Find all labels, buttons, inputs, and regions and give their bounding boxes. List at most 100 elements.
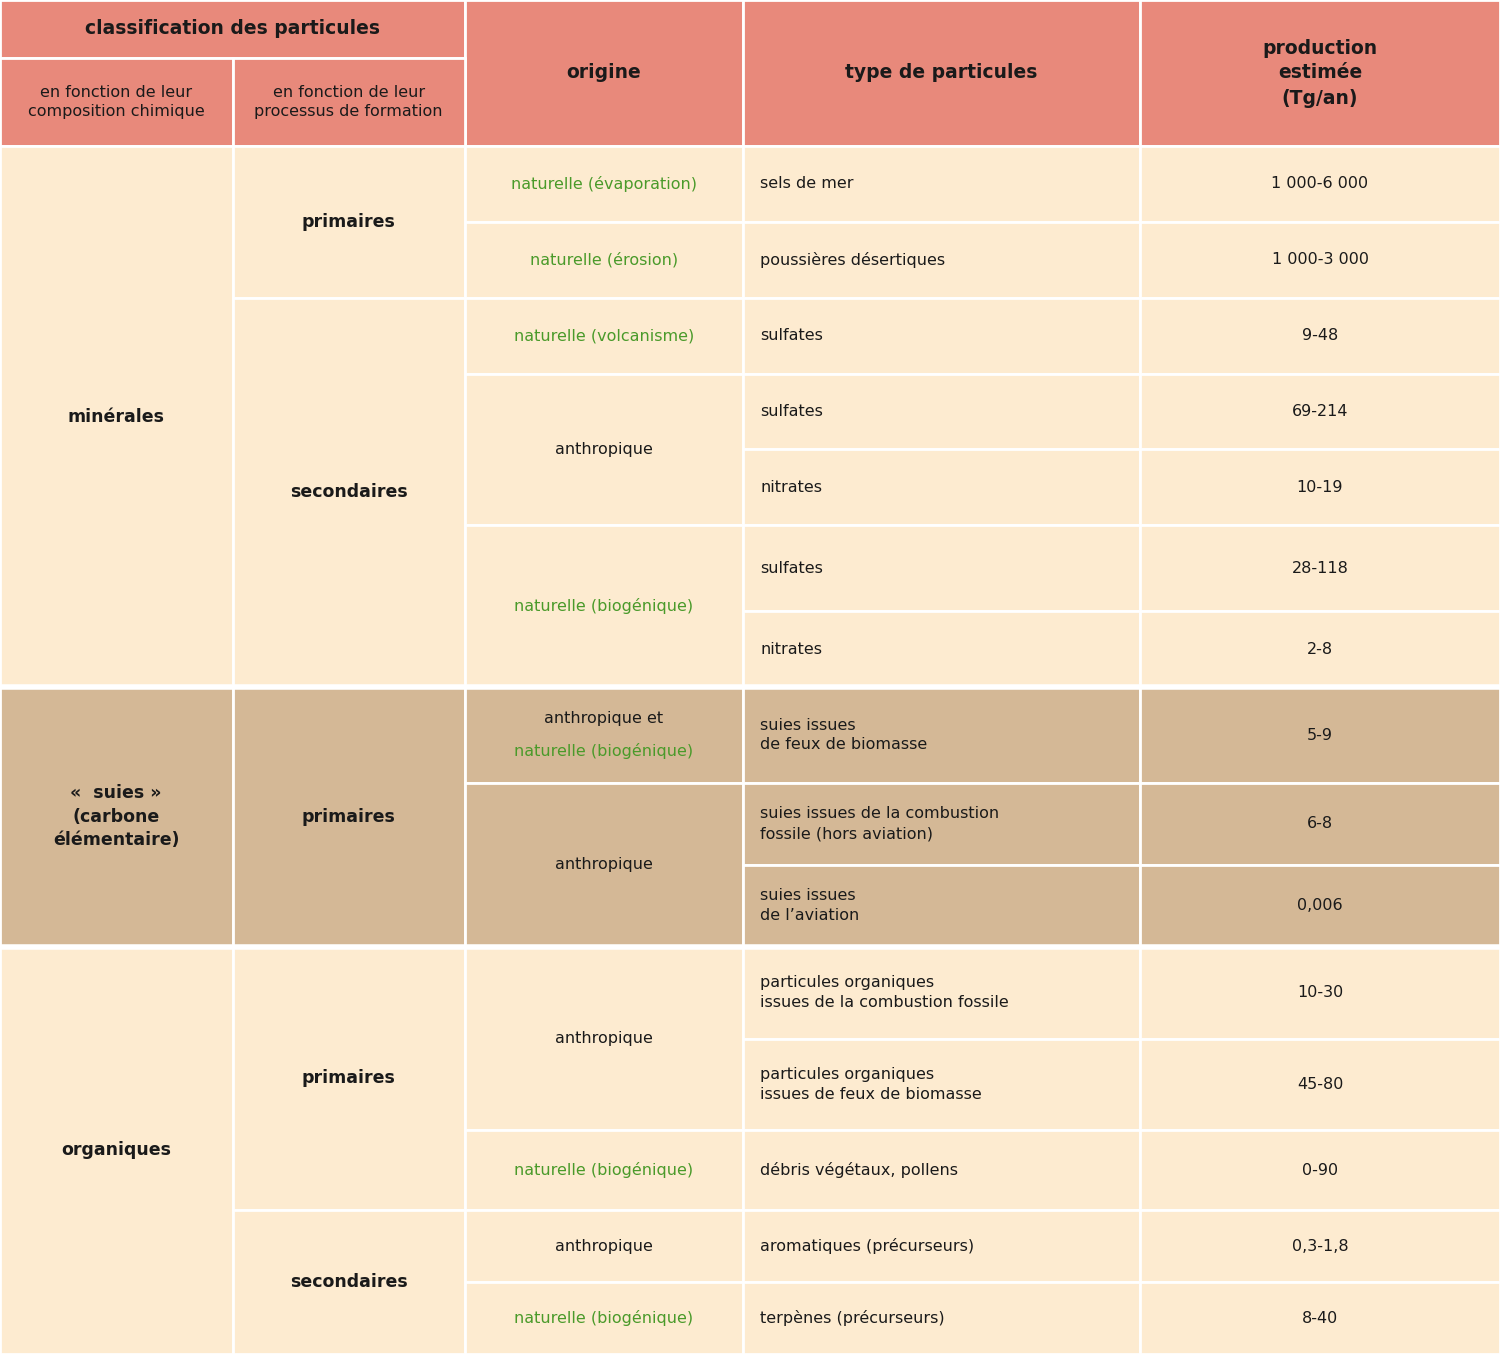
Text: 10-19: 10-19 (1296, 479, 1344, 496)
Text: 8-40: 8-40 (1302, 1311, 1338, 1326)
Text: en fonction de leur
composition chimique: en fonction de leur composition chimique (28, 84, 204, 119)
Text: débris végétaux, pollens: débris végétaux, pollens (760, 1162, 958, 1178)
Text: «  suies »
(carbone
élémentaire): « suies » (carbone élémentaire) (53, 784, 180, 849)
Bar (0, 0, 465, 58)
Bar (742, 611, 1140, 686)
Text: en fonction de leur
processus de formation: en fonction de leur processus de formati… (255, 84, 442, 119)
Bar (0, 146, 232, 686)
Text: 0,006: 0,006 (1298, 898, 1342, 913)
Bar (742, 865, 1140, 946)
Bar (465, 146, 742, 222)
Text: aromatiques (précurseurs): aromatiques (précurseurs) (760, 1238, 975, 1254)
Bar (465, 686, 742, 783)
Bar (1140, 1282, 1500, 1354)
Text: primaires: primaires (302, 808, 396, 826)
Bar (742, 1282, 1140, 1354)
Text: minérales: minérales (68, 408, 165, 425)
Text: 1 000-3 000: 1 000-3 000 (1272, 252, 1368, 267)
Text: 69-214: 69-214 (1292, 403, 1348, 418)
Text: sels de mer: sels de mer (760, 176, 853, 191)
Text: secondaires: secondaires (290, 1273, 408, 1292)
Bar (232, 298, 465, 686)
Bar (0, 946, 232, 1354)
Text: sulfates: sulfates (760, 403, 824, 418)
Text: 1 000-6 000: 1 000-6 000 (1272, 176, 1368, 191)
Bar (232, 58, 465, 146)
Text: classification des particules: classification des particules (86, 19, 380, 38)
Text: sulfates: sulfates (760, 561, 824, 575)
Text: naturelle (biogénique): naturelle (biogénique) (514, 598, 693, 615)
Text: anthropique et: anthropique et (544, 711, 663, 726)
Text: naturelle (biogénique): naturelle (biogénique) (514, 1311, 693, 1326)
Text: 5-9: 5-9 (1306, 727, 1334, 742)
Text: particules organiques
issues de la combustion fossile: particules organiques issues de la combu… (760, 975, 1010, 1010)
Text: naturelle (érosion): naturelle (érosion) (530, 252, 678, 268)
Bar (1140, 686, 1500, 783)
Bar (465, 946, 742, 1131)
Bar (232, 686, 465, 946)
Bar (742, 946, 1140, 1039)
Bar (1140, 783, 1500, 865)
Bar (0, 686, 232, 946)
Text: nitrates: nitrates (760, 479, 822, 496)
Bar (742, 450, 1140, 525)
Bar (1140, 1039, 1500, 1131)
Bar (1140, 1131, 1500, 1210)
Bar (1140, 525, 1500, 611)
Bar (742, 783, 1140, 865)
Text: origine: origine (567, 64, 640, 83)
Text: 9-48: 9-48 (1302, 328, 1338, 343)
Bar (465, 525, 742, 686)
Bar (742, 686, 1140, 783)
Bar (465, 0, 742, 146)
Text: 2-8: 2-8 (1306, 642, 1334, 657)
Bar (1140, 946, 1500, 1039)
Text: suies issues de la combustion
fossile (hors aviation): suies issues de la combustion fossile (h… (760, 807, 999, 841)
Bar (742, 1131, 1140, 1210)
Text: naturelle (biogénique): naturelle (biogénique) (514, 1162, 693, 1178)
Bar (742, 0, 1140, 146)
Text: suies issues
de l’aviation: suies issues de l’aviation (760, 888, 859, 923)
Bar (1140, 450, 1500, 525)
Text: production
estimée
(Tg/an): production estimée (Tg/an) (1263, 38, 1377, 107)
Bar (1140, 374, 1500, 450)
Text: particules organiques
issues de feux de biomasse: particules organiques issues de feux de … (760, 1067, 982, 1102)
Text: primaires: primaires (302, 213, 396, 232)
Bar (1140, 865, 1500, 946)
Bar (465, 1210, 742, 1282)
Bar (465, 1131, 742, 1210)
Bar (1140, 146, 1500, 222)
Bar (1140, 0, 1500, 146)
Text: 10-30: 10-30 (1298, 986, 1342, 1001)
Bar (465, 222, 742, 298)
Text: poussières désertiques: poussières désertiques (760, 252, 945, 268)
Bar (742, 222, 1140, 298)
Bar (232, 146, 465, 298)
Bar (1140, 611, 1500, 686)
Bar (465, 1282, 742, 1354)
Bar (742, 1039, 1140, 1131)
Bar (232, 946, 465, 1210)
Text: nitrates: nitrates (760, 642, 822, 657)
Bar (742, 525, 1140, 611)
Bar (232, 1210, 465, 1354)
Text: anthropique: anthropique (555, 441, 652, 458)
Text: sulfates: sulfates (760, 328, 824, 343)
Bar (465, 298, 742, 374)
Text: type de particules: type de particules (844, 64, 1038, 83)
Bar (1140, 1210, 1500, 1282)
Bar (1140, 222, 1500, 298)
Text: anthropique: anthropique (555, 1239, 652, 1254)
Text: 0,3-1,8: 0,3-1,8 (1292, 1239, 1348, 1254)
Bar (742, 146, 1140, 222)
Bar (1140, 298, 1500, 374)
Bar (742, 1210, 1140, 1282)
Text: 45-80: 45-80 (1298, 1076, 1342, 1091)
Text: primaires: primaires (302, 1070, 396, 1087)
Text: naturelle (biogénique): naturelle (biogénique) (514, 743, 693, 760)
Text: secondaires: secondaires (290, 483, 408, 501)
Bar (742, 374, 1140, 450)
Text: organiques: organiques (62, 1141, 171, 1159)
Bar (0, 58, 232, 146)
Bar (465, 374, 742, 525)
